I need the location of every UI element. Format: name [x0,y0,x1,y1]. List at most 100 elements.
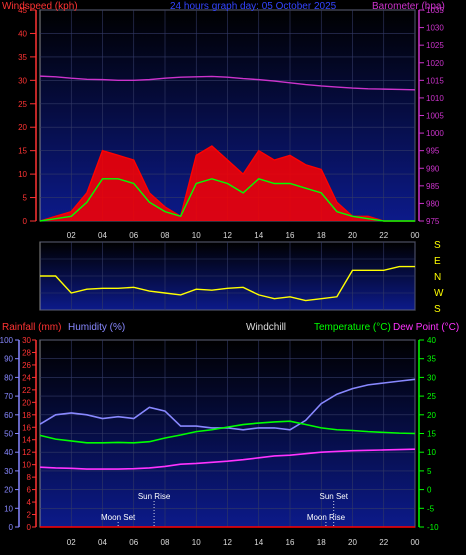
temperature-label: Temperature (°C) [314,322,391,333]
humidity-axis: 0 10 20 30 40 50 60 70 80 90 100 [0,336,20,532]
temperature-tick-label: 35 [427,355,436,364]
temperature-tick-label: -10 [427,523,439,532]
barometer-tick-label: 1015 [426,76,444,85]
windspeed-axis: 0 5 10 15 20 25 30 35 40 45 [18,6,37,226]
time-tick-label: 18 [317,231,326,240]
humidity-tick-label: 30 [4,467,13,476]
rainfall-label: Rainfall (mm) [2,322,61,333]
time-tick-label: 00 [411,231,420,240]
rainfall-tick-label: 6 [27,486,32,495]
humidity-tick-label: 0 [9,523,14,532]
rainfall-tick-label: 26 [22,361,31,370]
time-tick-label: 08 [161,231,170,240]
time-tick-label: 02 [67,538,76,547]
humidity-label: Humidity (%) [68,322,125,333]
rainfall-tick-label: 14 [22,436,31,445]
humidity-tick-label: 60 [4,411,13,420]
windspeed-tick-label: 35 [18,53,27,62]
time-tick-label: 06 [129,231,138,240]
temperature-tick-label: 20 [427,411,436,420]
series-line [39,420,416,444]
windspeed-tick-label: 20 [18,123,27,132]
time-tick-label: 16 [286,231,295,240]
barometer-tick-label: 995 [426,147,440,156]
time-tick-label: 04 [98,231,107,240]
direction-series [40,265,415,302]
windspeed-tick-label: 15 [18,147,27,156]
humidity-tick-label: 40 [4,448,13,457]
rainfall-tick-label: 22 [22,386,31,395]
time-tick-label: 14 [254,538,263,547]
windspeed-tick-label: 10 [18,170,27,179]
barometer-tick-label: 1005 [426,112,444,121]
wind-direction-chart: S E N W S [39,240,444,315]
barometer-tick-label: 985 [426,182,440,191]
rainfall-tick-label: 20 [22,398,31,407]
time-tick-label: 12 [223,538,232,547]
series-line [39,75,416,91]
time-tick-label: 22 [379,538,388,547]
temperature-tick-label: 40 [427,336,436,345]
humidity-tick-label: 70 [4,392,13,401]
direction-letter: E [434,256,441,267]
wind-series [39,75,416,222]
chart-title: 24 hours graph day: 05 October 2025 [170,1,337,12]
direction-letter: S [434,240,441,251]
direction-letters: S E N W S [434,240,444,315]
windspeed-label: Windspeed (kph) [2,1,78,12]
direction-letter: W [434,288,444,299]
barometer-tick-label: 1020 [426,59,444,68]
time-tick-label: 10 [192,538,201,547]
barometer-tick-label: 980 [426,199,440,208]
series-line [40,265,415,302]
barometer-tick-label: 975 [426,217,440,226]
direction-letter: N [434,272,441,283]
windspeed-tick-label: 5 [23,194,28,203]
temp-time-axis: 02 04 06 08 10 12 14 16 18 20 22 00 [67,538,420,547]
time-tick-label: 14 [254,231,263,240]
time-tick-label: 00 [411,538,420,547]
time-tick-label: 12 [223,231,232,240]
temperature-tick-label: -5 [427,504,435,513]
time-tick-label: 20 [348,231,357,240]
temperature-axis: -10 -5 0 5 10 15 20 25 30 35 40 [418,336,439,532]
time-tick-label: 18 [317,538,326,547]
rainfall-tick-label: 28 [22,348,31,357]
time-tick-label: 06 [129,538,138,547]
barometer-tick-label: 1035 [426,6,444,15]
windspeed-tick-label: 40 [18,29,27,38]
barometer-tick-label: 1030 [426,24,444,33]
barometer-label: Barometer (hpa) [372,1,445,12]
event-label: Moon Rise [307,513,346,522]
time-tick-label: 16 [286,538,295,547]
temp-series [39,378,416,528]
rainfall-tick-label: 4 [27,498,32,507]
event-label: Moon Set [101,513,136,522]
rainfall-tick-label: 30 [22,336,31,345]
time-tick-label: 02 [67,231,76,240]
wind-time-axis: 02 04 06 08 10 12 14 16 18 20 22 00 [67,231,420,240]
barometer-tick-label: 990 [426,164,440,173]
rainfall-tick-label: 0 [27,523,32,532]
humidity-tick-label: 50 [4,430,13,439]
series-line [39,448,416,470]
windchill-label: Windchill [246,322,286,333]
temperature-tick-label: 5 [427,467,432,476]
series-line [39,178,415,222]
temperature-tick-label: 10 [427,448,436,457]
time-tick-label: 20 [348,538,357,547]
windspeed-tick-label: 30 [18,76,27,85]
barometer-tick-label: 1025 [426,41,444,50]
windspeed-tick-label: 0 [23,217,28,226]
windspeed-tick-label: 25 [18,100,27,109]
barometer-axis: 975 980 985 990 995 1000 1005 1010 1015 1020 1025 1… [418,6,444,226]
temperature-tick-label: 25 [427,392,436,401]
direction-letter: S [434,304,441,315]
humidity-tick-label: 100 [0,336,14,345]
humidity-tick-label: 90 [4,355,13,364]
rainfall-tick-label: 18 [22,411,31,420]
rainfall-tick-label: 16 [22,423,31,432]
rainfall-tick-label: 2 [27,511,32,520]
